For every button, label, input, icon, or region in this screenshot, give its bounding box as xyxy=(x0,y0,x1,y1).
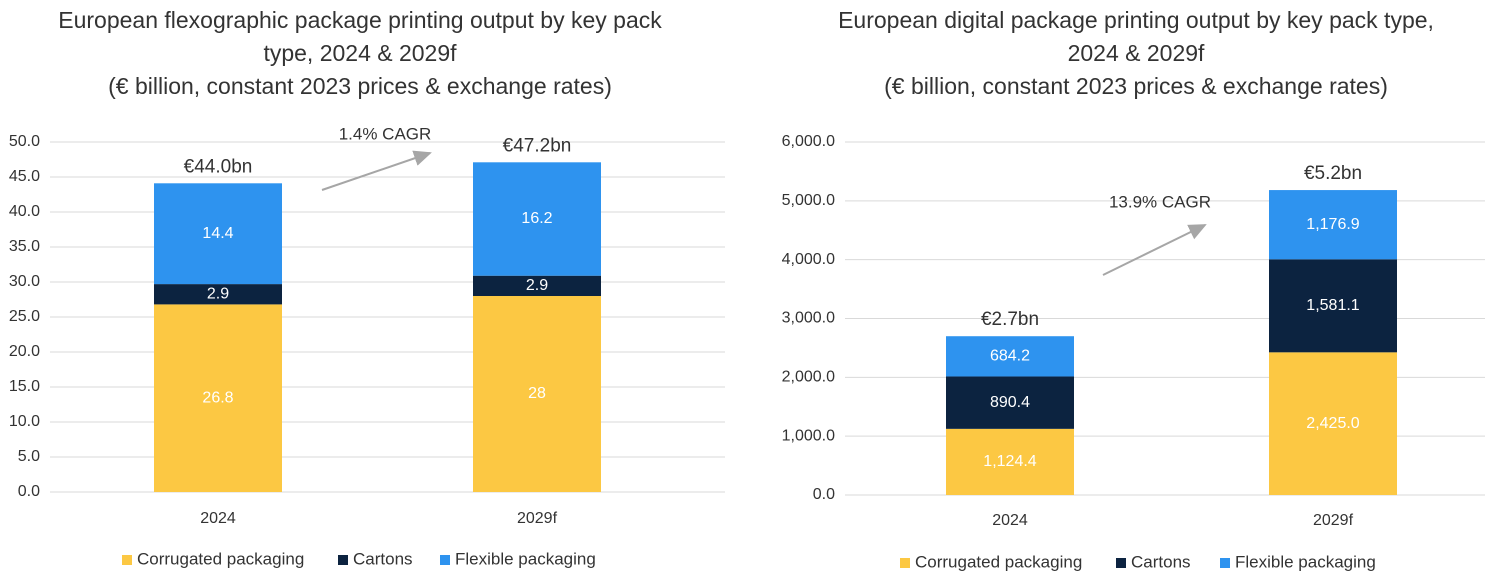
bar-segment xyxy=(1269,190,1397,260)
y-tick-label: 3,000.0 xyxy=(782,310,835,327)
bar-segment xyxy=(1269,352,1397,495)
data-label: 1,176.9 xyxy=(1306,216,1359,233)
data-label: 684.2 xyxy=(990,348,1030,365)
bar-segment xyxy=(946,376,1074,429)
total-label: €44.0bn xyxy=(184,156,253,177)
legend-label: Flexible packaging xyxy=(1235,552,1376,571)
legend-label: Corrugated packaging xyxy=(915,552,1082,571)
y-tick-label: 4,000.0 xyxy=(782,251,835,268)
chart-subtitle: (€ billion, constant 2023 prices & excha… xyxy=(108,73,612,99)
y-tick-label: 10.0 xyxy=(9,413,40,430)
y-tick-label: 45.0 xyxy=(9,168,40,185)
x-tick-label: 2029f xyxy=(1313,512,1354,529)
bar-segment xyxy=(154,284,282,305)
legend-label: Cartons xyxy=(1131,552,1191,571)
chart-title: European flexographic package printing o… xyxy=(58,7,662,66)
total-label: €2.7bn xyxy=(981,309,1039,330)
chart-title: European digital package printing output… xyxy=(838,7,1434,66)
bar-segment xyxy=(946,428,1074,495)
total-label: €47.2bn xyxy=(503,135,572,156)
y-tick-label: 30.0 xyxy=(9,273,40,290)
data-label: 14.4 xyxy=(202,225,233,242)
y-tick-label: 1,000.0 xyxy=(782,427,835,444)
legend-swatch xyxy=(1116,558,1126,568)
legend-label: Cartons xyxy=(353,549,413,568)
y-tick-label: 15.0 xyxy=(9,378,40,395)
annotation: 1.4% CAGR xyxy=(339,124,432,143)
cagr-arrow xyxy=(1102,224,1207,276)
bar-segment xyxy=(1269,259,1397,353)
data-label: 28 xyxy=(528,385,546,402)
y-tick-label: 5.0 xyxy=(18,448,40,465)
y-tick-label: 40.0 xyxy=(9,203,40,220)
total-label: €5.2bn xyxy=(1304,163,1362,184)
legend-swatch xyxy=(338,555,348,565)
data-label: 2,425.0 xyxy=(1306,415,1359,432)
bar-segment xyxy=(946,336,1074,377)
bar-segment xyxy=(473,296,601,492)
legend-swatch xyxy=(122,555,132,565)
data-label: 1,581.1 xyxy=(1306,297,1359,314)
y-tick-label: 20.0 xyxy=(9,343,40,360)
bar-segment xyxy=(154,304,282,492)
legend-label: Flexible packaging xyxy=(455,549,596,568)
data-label: 2.9 xyxy=(526,277,548,294)
data-label: 26.8 xyxy=(202,389,233,406)
bar-segment xyxy=(473,162,601,276)
y-tick-label: 5,000.0 xyxy=(782,192,835,209)
annotation: 13.9% CAGR xyxy=(1109,192,1211,211)
data-label: 1,124.4 xyxy=(983,453,1036,470)
bar-segment xyxy=(154,183,282,285)
chart-title-block: European digital package printing output… xyxy=(826,4,1446,103)
x-tick-label: 2024 xyxy=(992,512,1028,529)
x-tick-label: 2029f xyxy=(517,510,558,527)
legend-swatch xyxy=(440,555,450,565)
y-tick-label: 50.0 xyxy=(9,133,40,150)
y-tick-label: 35.0 xyxy=(9,238,40,255)
x-tick-label: 2024 xyxy=(200,510,236,527)
y-tick-label: 0.0 xyxy=(813,486,835,503)
chart-title-block: European flexographic package printing o… xyxy=(50,4,670,103)
data-label: 890.4 xyxy=(990,394,1030,411)
legend-label: Corrugated packaging xyxy=(137,549,304,568)
bar-segment xyxy=(473,275,601,296)
y-tick-label: 25.0 xyxy=(9,308,40,325)
y-tick-label: 2,000.0 xyxy=(782,369,835,386)
data-label: 16.2 xyxy=(521,210,552,227)
cagr-arrow xyxy=(321,150,432,191)
legend-swatch xyxy=(900,558,910,568)
data-label: 2.9 xyxy=(207,285,229,302)
legend-swatch xyxy=(1220,558,1230,568)
y-tick-label: 0.0 xyxy=(18,483,40,500)
chart-subtitle: (€ billion, constant 2023 prices & excha… xyxy=(884,73,1388,99)
y-tick-label: 6,000.0 xyxy=(782,133,835,150)
